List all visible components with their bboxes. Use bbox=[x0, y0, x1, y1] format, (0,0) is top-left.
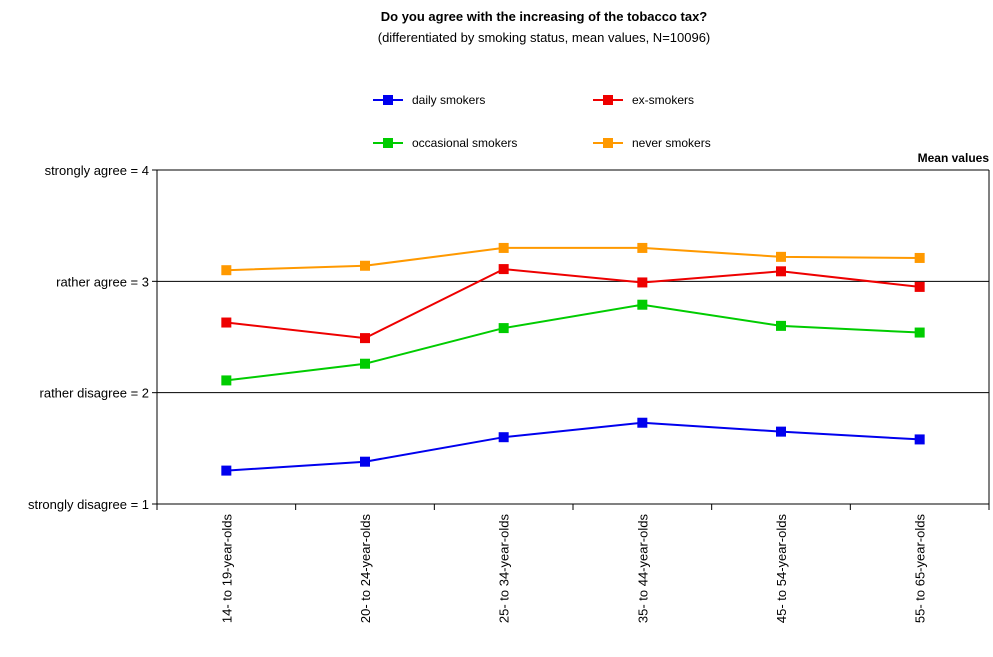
legend-label: occasional smokers bbox=[412, 136, 517, 150]
y-tick-label: rather disagree = 2 bbox=[40, 386, 149, 401]
data-point bbox=[360, 358, 370, 369]
x-tick-label: 20- to 24-year-olds bbox=[358, 514, 373, 624]
chart-title: Do you agree with the increasing of the … bbox=[381, 9, 708, 24]
series-line bbox=[226, 421, 920, 472]
series-occasional-smokers bbox=[221, 299, 925, 386]
series-daily-smokers bbox=[221, 417, 925, 476]
data-point bbox=[498, 264, 509, 275]
legend-item: daily smokers bbox=[373, 93, 485, 107]
y-tick-label: strongly disagree = 1 bbox=[28, 497, 149, 512]
legend: daily smokers ex-smokers occasional smoker… bbox=[373, 93, 711, 150]
x-tick-label: 25- to 34-year-olds bbox=[497, 514, 512, 624]
axes bbox=[156, 169, 990, 505]
legend-marker bbox=[383, 138, 393, 148]
series-line bbox=[226, 268, 920, 340]
data-point bbox=[914, 281, 925, 292]
y-tick-label: strongly agree = 4 bbox=[45, 163, 149, 178]
series-ex-smokers bbox=[221, 264, 925, 344]
data-point bbox=[360, 260, 370, 271]
data-point bbox=[498, 323, 509, 334]
x-tick-label: 55- to 65-year-olds bbox=[913, 514, 928, 624]
legend-marker bbox=[603, 138, 613, 148]
x-tick-label: 14- to 19-year-olds bbox=[219, 514, 234, 624]
data-point bbox=[914, 252, 925, 263]
y-tick-label: rather agree = 3 bbox=[56, 274, 149, 289]
data-point bbox=[637, 299, 648, 310]
series-line bbox=[226, 303, 920, 382]
x-axis-ticks: 14- to 19-year-olds 20- to 24-year-olds 25… bbox=[156, 504, 990, 624]
legend-marker bbox=[383, 95, 393, 105]
data-point bbox=[360, 333, 370, 344]
data-point bbox=[637, 242, 648, 253]
x-tick-label: 45- to 54-year-olds bbox=[774, 514, 789, 624]
data-point bbox=[776, 251, 786, 262]
data-point bbox=[360, 456, 370, 467]
data-point bbox=[221, 465, 232, 476]
data-point bbox=[776, 426, 786, 437]
data-point bbox=[498, 242, 509, 253]
series-layer bbox=[221, 242, 925, 476]
x-tick-label: 35- to 44-year-olds bbox=[635, 514, 650, 624]
data-point bbox=[637, 277, 648, 288]
data-point bbox=[776, 320, 786, 331]
data-point bbox=[914, 434, 925, 445]
chart-subtitle: (differentiated by smoking status, mean … bbox=[378, 30, 711, 45]
data-point bbox=[498, 432, 509, 443]
legend-item: occasional smokers bbox=[373, 136, 517, 150]
data-point bbox=[776, 266, 786, 277]
legend-item: never smokers bbox=[593, 136, 711, 150]
unit-label: Mean values bbox=[918, 151, 990, 165]
legend-item: ex-smokers bbox=[593, 93, 694, 107]
data-point bbox=[637, 417, 648, 428]
legend-label: never smokers bbox=[632, 136, 711, 150]
data-point bbox=[221, 265, 232, 276]
legend-marker bbox=[603, 95, 613, 105]
y-axis-ticks: strongly disagree = 1 rather disagree = 2… bbox=[28, 163, 157, 512]
legend-label: ex-smokers bbox=[632, 93, 694, 107]
gridlines bbox=[157, 280, 989, 394]
data-point bbox=[914, 327, 925, 338]
legend-label: daily smokers bbox=[412, 93, 485, 107]
data-point bbox=[221, 317, 232, 328]
series-line bbox=[226, 246, 920, 272]
series-never-smokers bbox=[221, 242, 925, 276]
data-point bbox=[221, 375, 232, 386]
